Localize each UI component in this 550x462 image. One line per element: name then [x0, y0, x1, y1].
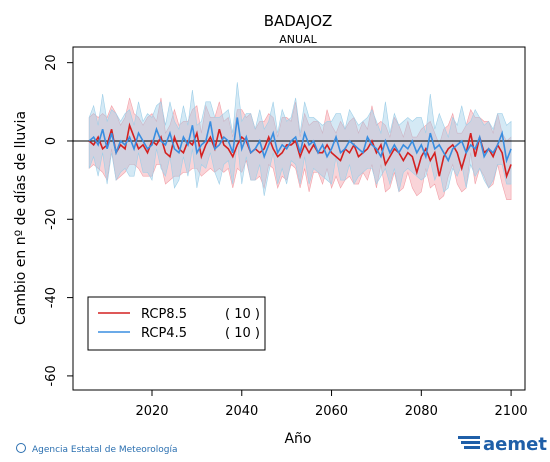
source: Agencia Estatal de Meteorología: [32, 445, 178, 455]
y-tick-label: -20: [44, 209, 59, 230]
plot-area: [73, 82, 525, 201]
y-tick-label: 0: [44, 137, 59, 145]
legend-note: ( 10 ): [225, 307, 260, 322]
x-tick-label: 2020: [135, 404, 168, 419]
logo: aemet: [483, 434, 547, 455]
legend-label: RCP4.5: [141, 326, 187, 341]
legend-label: RCP8.5: [141, 307, 187, 322]
series-line: [88, 122, 512, 180]
chart-title: BADAJOZ: [264, 12, 333, 30]
x-tick-label: 2060: [315, 404, 348, 419]
y-tick-label: -60: [44, 365, 59, 386]
x-axis-label: Año: [284, 431, 311, 447]
copyright-icon: [16, 443, 26, 453]
logo-mark: [458, 436, 480, 449]
legend-note: ( 10 ): [225, 326, 260, 341]
series-line: [88, 117, 512, 164]
chart-subtitle: ANUAL: [279, 33, 317, 46]
y-axis-label: Cambio en nº de días de lluvia: [13, 111, 29, 325]
y-tick-label: -40: [44, 287, 59, 308]
x-tick-label: 2080: [405, 404, 438, 419]
x-tick-label: 2100: [495, 404, 528, 419]
x-tick-label: 2040: [225, 404, 258, 419]
range-band: [88, 82, 512, 196]
plot-frame: [72, 46, 526, 391]
y-tick-label: 20: [44, 54, 59, 71]
legend-box: [87, 296, 266, 351]
range-band: [88, 97, 512, 201]
